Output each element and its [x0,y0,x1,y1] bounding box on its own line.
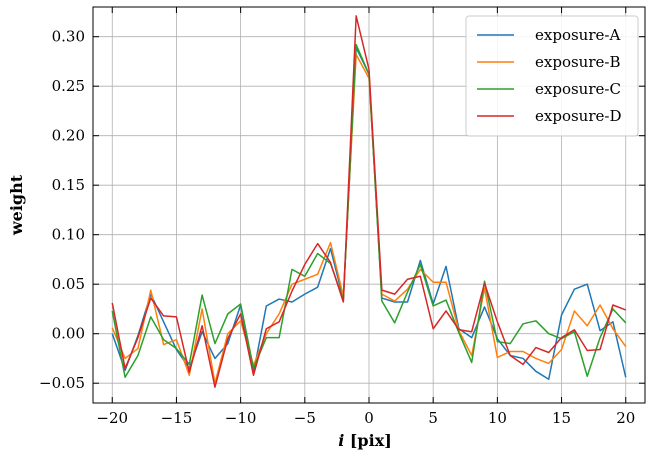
x-tick-label: 10 [488,409,507,427]
legend-label-exposure-B: exposure-B [535,53,620,71]
y-tick-label: 0.05 [52,275,85,293]
y-tick-label: 0.25 [52,77,85,95]
y-axis-title: weight [7,174,26,236]
x-tick-label: 20 [616,409,635,427]
legend-label-exposure-A: exposure-A [535,26,620,44]
ticks [93,7,645,403]
series-line-exposure-D [111,15,627,388]
x-tick-label: 5 [428,409,438,427]
series-lines [111,15,627,388]
y-tick-label: 0.10 [52,226,85,244]
x-tick-label: −5 [294,409,316,427]
x-tick-label: 15 [552,409,571,427]
y-tick-label: −0.05 [39,374,85,392]
legend-label-exposure-C: exposure-C [535,80,621,98]
y-tick-labels: −0.05 0.00 0.05 0.10 0.15 0.20 0.25 0.30 [39,28,85,393]
legend-entries: exposure-A exposure-B exposure-C exposure-D [477,26,621,125]
x-tick-label: −15 [161,409,193,427]
x-tick-label: −10 [225,409,257,427]
x-tick-label: −20 [96,409,128,427]
y-tick-label: 0.30 [52,28,85,46]
x-tick-labels: −20 −15 −10 −5 0 5 10 15 20 [96,409,635,427]
legend: exposure-A exposure-B exposure-C exposure-D [465,15,639,137]
y-tick-label: 0.15 [52,176,85,194]
y-tick-label: 0.00 [52,325,85,343]
y-tick-label: 0.20 [52,127,85,145]
grid [93,7,645,403]
x-tick-label: 0 [364,409,374,427]
legend-box [465,15,639,137]
legend-label-exposure-D: exposure-D [535,107,621,125]
x-axis-title: i [pix] [338,431,392,450]
